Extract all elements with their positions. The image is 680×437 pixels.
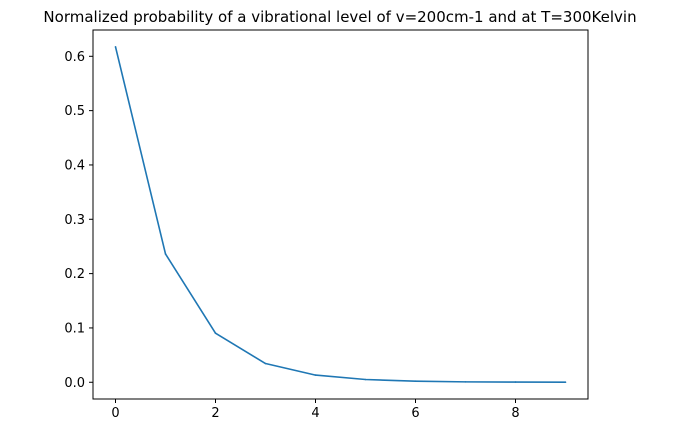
series-line-0 xyxy=(114,46,566,384)
data-point-3 xyxy=(264,362,267,365)
data-point-9 xyxy=(564,381,567,384)
y-tick-label-4: 0.4 xyxy=(64,158,85,173)
x-tick-label-8: 8 xyxy=(511,406,519,421)
x-tick-label-0: 0 xyxy=(111,406,119,421)
x-tick-label-4: 4 xyxy=(311,406,319,421)
data-point-8 xyxy=(514,381,517,383)
y-tick-label-3: 0.3 xyxy=(64,213,85,228)
chart-title: Normalized probability of a vibrational … xyxy=(43,8,636,26)
y-tick-label-2: 0.2 xyxy=(64,267,85,282)
axes-frame xyxy=(92,29,589,400)
y-tick-label-6: 0.6 xyxy=(64,50,85,65)
x-tick-label-6: 6 xyxy=(411,406,419,421)
data-point-6 xyxy=(414,380,417,383)
plot-area: 0 2 4 6 8 0.0 0.1 0.2 0.3 0.4 0.5 0.6 xyxy=(64,29,589,421)
data-point-5 xyxy=(364,378,367,381)
y-tick-label-1: 0.1 xyxy=(64,321,85,336)
data-point-0 xyxy=(114,45,117,48)
data-point-2 xyxy=(214,332,217,335)
y-tick-label-5: 0.5 xyxy=(64,104,85,119)
data-point-4 xyxy=(314,374,317,376)
data-point-7 xyxy=(464,381,467,383)
data-point-1 xyxy=(164,253,167,255)
x-tick-label-2: 2 xyxy=(211,406,219,421)
y-tick-label-0: 0.0 xyxy=(64,376,85,391)
